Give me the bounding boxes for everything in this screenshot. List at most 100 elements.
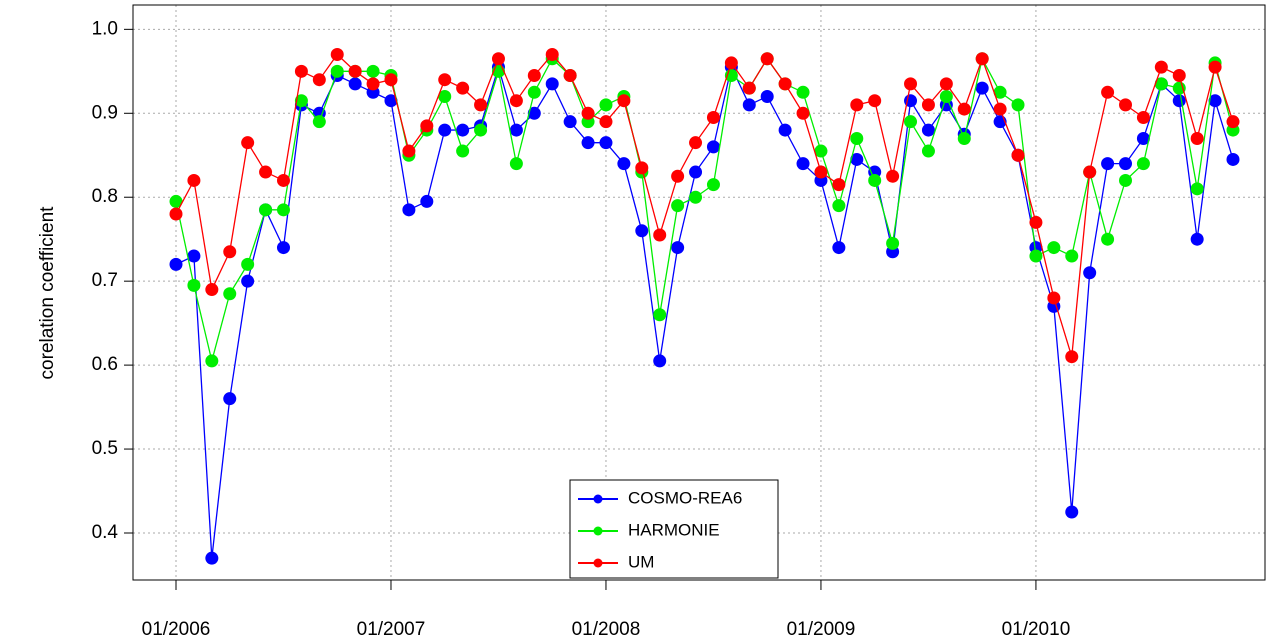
data-point — [689, 190, 703, 204]
data-point — [975, 52, 989, 66]
data-point — [1065, 350, 1079, 364]
data-point — [886, 169, 900, 183]
data-point — [1101, 232, 1115, 246]
legend-marker — [593, 494, 603, 504]
data-point — [187, 278, 201, 292]
data-point — [814, 165, 828, 179]
data-point — [832, 241, 846, 255]
data-point — [1226, 152, 1240, 166]
legend-box — [569, 479, 779, 579]
data-point — [617, 94, 631, 108]
data-point — [312, 73, 326, 87]
data-point — [778, 123, 792, 137]
data-point — [1208, 94, 1222, 108]
data-point — [169, 207, 183, 221]
data-point — [1190, 182, 1204, 196]
data-point — [760, 89, 774, 103]
legend-marker — [593, 558, 603, 568]
data-point — [921, 123, 935, 137]
data-point — [366, 64, 380, 78]
data-point — [1047, 291, 1061, 305]
data-point — [904, 77, 918, 91]
data-point — [706, 178, 720, 192]
data-point — [241, 257, 255, 271]
data-point — [545, 77, 559, 91]
data-point — [348, 77, 362, 91]
data-point — [1136, 131, 1150, 145]
data-point — [563, 69, 577, 83]
data-point — [975, 81, 989, 95]
data-point — [1101, 157, 1115, 171]
data-point — [599, 98, 613, 112]
data-point — [993, 85, 1007, 99]
data-point — [402, 144, 416, 158]
plot-frame — [132, 4, 1266, 581]
data-point — [330, 48, 344, 62]
data-point — [456, 144, 470, 158]
data-point — [617, 157, 631, 171]
data-point — [438, 89, 452, 103]
y-tick-label: 1.0 — [92, 18, 118, 39]
data-point — [348, 64, 362, 78]
data-point — [527, 69, 541, 83]
data-point — [187, 249, 201, 263]
data-point — [1011, 148, 1025, 162]
data-point — [169, 257, 183, 271]
data-point — [1101, 85, 1115, 99]
data-point — [241, 274, 255, 288]
y-tick-label: 0.9 — [92, 102, 118, 123]
data-point — [438, 73, 452, 87]
data-point — [850, 131, 864, 145]
data-point — [276, 173, 290, 187]
data-point — [420, 119, 434, 133]
data-point — [957, 102, 971, 116]
data-point — [241, 136, 255, 150]
data-point — [1190, 232, 1204, 246]
y-tick-label: 0.6 — [92, 354, 118, 375]
data-point — [1136, 157, 1150, 171]
data-point — [1172, 69, 1186, 83]
data-point — [384, 73, 398, 87]
legend-marker — [593, 526, 603, 536]
data-point — [1065, 249, 1079, 263]
series-line — [175, 56, 1234, 362]
data-point — [366, 77, 380, 91]
data-point — [850, 152, 864, 166]
data-point — [742, 81, 756, 95]
data-point — [527, 106, 541, 120]
data-point — [1029, 249, 1043, 263]
data-point — [671, 241, 685, 255]
data-point — [581, 106, 595, 120]
data-point — [868, 94, 882, 108]
data-point — [205, 354, 219, 368]
data-point — [760, 52, 774, 66]
data-point — [778, 77, 792, 91]
data-point — [312, 115, 326, 129]
data-point — [1136, 110, 1150, 124]
data-point — [850, 98, 864, 112]
data-point — [1083, 165, 1097, 179]
data-point — [814, 144, 828, 158]
data-point — [474, 98, 488, 112]
data-point — [653, 228, 667, 242]
data-point — [742, 98, 756, 112]
data-point — [868, 173, 882, 187]
data-point — [689, 136, 703, 150]
data-point — [402, 203, 416, 217]
data-point — [474, 123, 488, 137]
y-tick-label: 0.7 — [92, 270, 118, 291]
data-point — [635, 224, 649, 238]
data-point — [187, 173, 201, 187]
data-point — [921, 98, 935, 112]
data-point — [653, 354, 667, 368]
y-tick-label: 0.5 — [92, 438, 118, 459]
data-point — [796, 106, 810, 120]
data-point — [1154, 77, 1168, 91]
data-point — [438, 123, 452, 137]
data-point — [1119, 157, 1133, 171]
data-point — [1047, 241, 1061, 255]
data-point — [599, 115, 613, 129]
data-point — [509, 123, 523, 137]
data-point — [456, 81, 470, 95]
